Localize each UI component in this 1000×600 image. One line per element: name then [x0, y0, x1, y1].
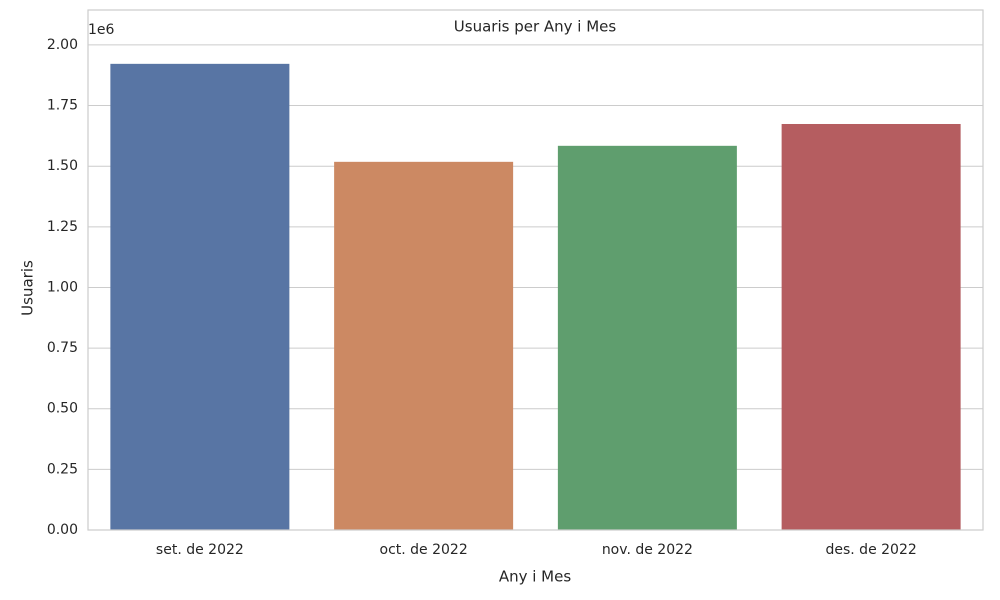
y-tick-label: 1.00 [47, 279, 78, 295]
y-tick-label: 1.50 [47, 158, 78, 174]
x-axis-label: Any i Mes [499, 568, 572, 586]
x-tick-label: des. de 2022 [825, 542, 916, 558]
x-tick-label: set. de 2022 [156, 542, 244, 558]
x-tick-label: nov. de 2022 [602, 542, 693, 558]
y-tick-label: 0.75 [47, 340, 78, 356]
bar [557, 145, 737, 530]
y-tick-label: 1.75 [47, 98, 78, 114]
x-tick-label: oct. de 2022 [380, 542, 468, 558]
y-tick-label: 0.50 [47, 401, 78, 417]
y-tick-label: 1.25 [47, 219, 78, 235]
bar [334, 161, 514, 530]
y-tick-label: 2.00 [47, 37, 78, 53]
y-tick-label: 0.00 [47, 522, 78, 538]
chart-title: Usuaris per Any i Mes [454, 18, 617, 36]
bar [110, 63, 290, 530]
bar [781, 123, 961, 530]
y-axis-label: Usuaris [19, 260, 37, 316]
y-tick-label: 0.25 [47, 461, 78, 477]
y-offset-label: 1e6 [88, 22, 115, 38]
plot-frame [87, 9, 984, 531]
